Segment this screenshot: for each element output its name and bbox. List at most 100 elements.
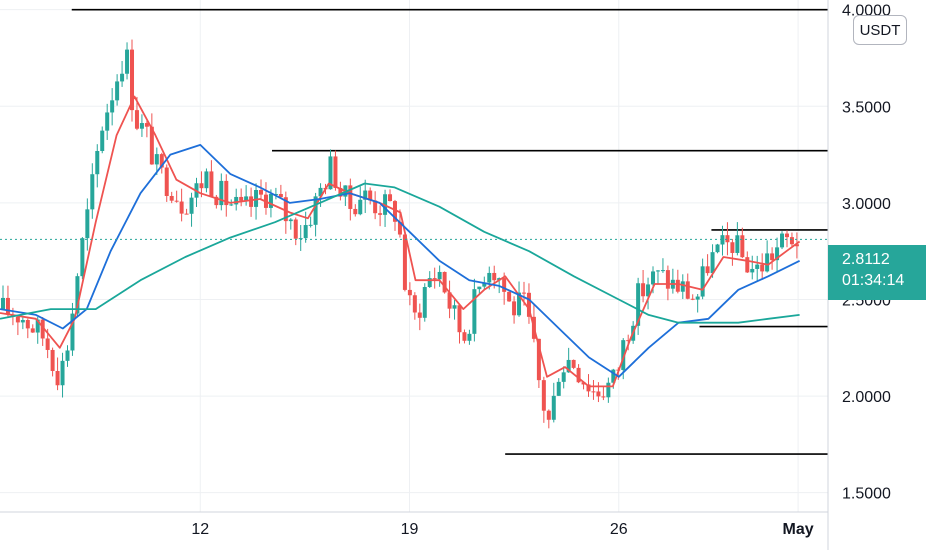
candle-body [770,253,775,261]
grid [0,0,828,512]
candle-body [368,190,373,201]
candle-body [139,123,144,129]
moving-average-line [0,182,800,324]
candle-body [209,171,214,197]
y-tick-label: 2.0000 [842,389,891,406]
candle-body [720,235,725,245]
candle-body [328,156,333,190]
candle-body [571,359,576,368]
candle-body [363,190,368,200]
candle-body [780,233,785,248]
candle-body [35,319,40,333]
candle-body [100,130,105,152]
candle-body [70,313,75,351]
candle-body [705,266,710,274]
candle-body [715,244,720,253]
candle-body [487,272,492,283]
candle-body [224,180,229,206]
candle-body [204,171,209,189]
candle-body [710,252,715,274]
candle-body [462,332,467,341]
moving-averages [0,95,801,388]
candle-body [154,154,159,165]
candle-body [522,292,527,294]
candle-body [541,380,546,411]
candle-body [50,349,55,372]
candle-body [745,257,750,273]
candle-body [517,292,522,316]
candle-body [606,382,611,398]
candle-body [134,110,139,129]
candle-body [80,238,85,277]
candle-body [784,233,789,238]
candle-body [234,196,239,205]
candle-body [566,359,571,373]
candle-body [298,238,303,240]
candle-body [15,316,20,323]
candle-body [601,396,606,398]
candle-body [85,209,90,239]
candle-body [437,271,442,280]
candle-body [730,242,735,253]
candle-body [789,237,794,245]
candle-body [239,196,244,201]
candle-body [397,221,402,235]
candle-body [120,73,125,82]
candle-body [407,289,412,296]
x-tick-label: May [783,521,814,538]
candle-body [184,213,189,215]
candle-body [169,195,174,201]
candle-body [5,297,10,315]
candle-body [477,286,482,290]
candle-body [765,253,770,272]
candle-body [551,395,556,420]
candles [0,39,799,429]
candle-body [402,234,407,290]
current-price-badge: 2.8112 01:34:14 [828,245,926,300]
unit-button[interactable]: USDT [853,15,907,45]
candle-body [556,381,561,396]
candle-body [675,279,680,292]
candle-body [442,271,447,293]
candle-body [775,247,780,261]
candle-body [378,213,383,215]
candle-body [65,350,70,361]
candle-body [646,284,651,297]
candle-body [174,200,179,202]
candle-body [125,49,130,74]
x-tick-label: 19 [401,521,419,538]
candle-body [452,305,457,309]
candle-body [388,194,393,202]
candle-body [159,154,164,168]
candle-body [472,289,477,334]
candle-body [655,270,660,272]
candle-body [576,367,581,383]
time-axis[interactable]: 12 19 26 May [191,521,813,538]
y-tick-label: 3.5000 [842,99,891,116]
candle-body [526,292,531,317]
candle-body [794,244,799,247]
candle-body [626,340,631,342]
candle-body [502,278,507,292]
candle-body [348,185,353,209]
candle-body [457,305,462,333]
candle-body [333,156,338,188]
candle-body [303,225,308,239]
candle-body [283,197,288,222]
candle-body [30,328,35,333]
candle-body [20,320,25,323]
candle-body [482,282,487,287]
horizontal-levels [71,8,828,455]
candle-body [105,112,110,131]
candle-body [293,219,298,239]
candle-body [417,312,422,318]
candle-body [0,297,5,310]
candle-body [680,281,685,292]
candle-body [110,100,115,113]
candle-body [244,196,249,201]
candle-body [690,298,695,300]
candle-body [432,278,437,280]
current-price-value: 2.8112 [842,251,890,268]
y-tick-label: 1.5000 [842,486,891,503]
